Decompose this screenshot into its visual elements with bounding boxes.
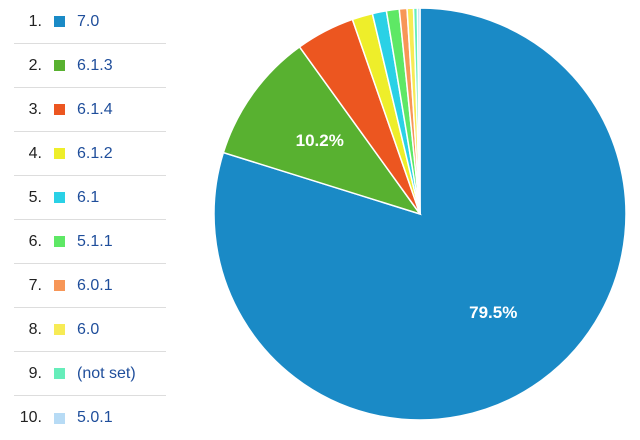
legend-item: 3. 6.1.4: [14, 88, 166, 132]
legend-rank: 8.: [28, 320, 42, 338]
legend-item: 10. 5.0.1: [14, 396, 166, 440]
legend-rank: 6.: [28, 232, 42, 250]
legend-item: 2. 6.1.3: [14, 44, 166, 88]
legend-rank: 1.: [28, 12, 42, 30]
chart-legend: 1. 7.0 2. 6.1.3 3. 6.1.4 4. 6.1.2 5. 6.1 6. 5.1.1 7.…: [14, 0, 166, 440]
legend-label: 5.0.1: [77, 409, 113, 426]
pie-slice: [222, 45, 422, 216]
legend-item: 4. 6.1.2: [14, 132, 166, 176]
slice-label: 79.5%: [469, 303, 517, 322]
legend-swatch: [54, 280, 65, 291]
slice-label: 10.2%: [296, 131, 344, 150]
legend-rank: 3.: [28, 100, 42, 118]
legend-label: 6.1.4: [77, 100, 113, 118]
legend-rank: 4.: [28, 144, 42, 162]
legend-item: 7. 6.0.1: [14, 264, 166, 308]
legend-rank: 9.: [28, 364, 42, 382]
legend-item: 1. 7.0: [14, 0, 166, 44]
legend-swatch: [54, 104, 65, 115]
legend-swatch: [54, 148, 65, 159]
legend-item: 8. 6.0: [14, 308, 166, 352]
legend-label: 6.0.1: [77, 276, 113, 294]
legend-item: 6. 5.1.1: [14, 220, 166, 264]
legend-label: 5.1.1: [77, 232, 113, 250]
legend-label: 6.0: [77, 320, 100, 338]
legend-swatch: [54, 412, 65, 424]
legend-swatch: [54, 324, 65, 335]
legend-item: 5. 6.1: [14, 176, 166, 220]
legend-item: 9. (not set): [14, 352, 166, 396]
legend-label: 6.1.3: [77, 56, 113, 74]
legend-label: (not set): [77, 364, 136, 382]
legend-swatch: [54, 16, 65, 27]
legend-swatch: [54, 236, 65, 247]
legend-swatch: [54, 192, 65, 203]
legend-label: 7.0: [77, 12, 100, 30]
legend-rank: 10.: [19, 409, 42, 426]
legend-label: 6.1.2: [77, 144, 113, 162]
legend-label: 6.1: [77, 188, 100, 206]
legend-swatch: [54, 368, 65, 379]
legend-rank: 2.: [28, 56, 42, 74]
pie-slice: [416, 7, 421, 215]
legend-rank: 7.: [28, 276, 42, 294]
legend-rank: 5.: [28, 188, 42, 206]
legend-swatch: [54, 60, 65, 71]
